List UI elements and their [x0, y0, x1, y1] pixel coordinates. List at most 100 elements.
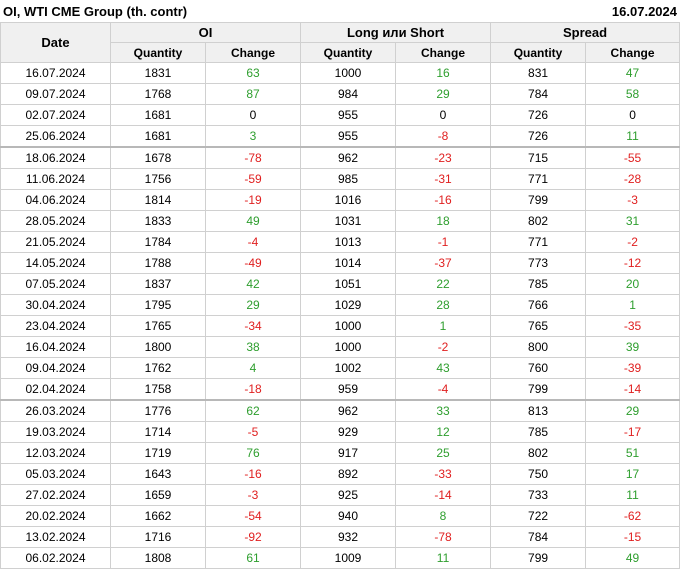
quantity-cell: 1768 — [110, 83, 206, 105]
change-cell: 20 — [585, 273, 680, 295]
quantity-cell: 799 — [490, 378, 587, 401]
quantity-cell: 785 — [490, 273, 587, 295]
change-cell: -18 — [204, 378, 302, 401]
change-cell: -5 — [204, 421, 302, 443]
change-cell: 61 — [204, 547, 302, 569]
change-cell: -19 — [204, 189, 302, 211]
date-cell: 07.05.2024 — [0, 273, 111, 295]
quantity-cell: 1678 — [110, 146, 206, 169]
quantity-cell: 766 — [490, 294, 587, 316]
table-row: 23.04.2024 1765 -34 1000 1 765 -35 — [0, 315, 680, 337]
table-row: 06.02.2024 1808 61 1009 11 799 49 — [0, 547, 680, 569]
title-bar: OI, WTI CME Group (th. contr) 16.07.2024 — [0, 0, 680, 22]
table-row: 16.04.2024 1800 38 1000 -2 800 39 — [0, 336, 680, 358]
quantity-cell: 917 — [300, 442, 397, 464]
quantity-cell: 1719 — [110, 442, 206, 464]
group-header: OI — [109, 22, 302, 43]
quantity-cell: 813 — [490, 399, 587, 422]
quantity-cell: 1681 — [110, 125, 206, 148]
table-body: 16.07.2024 1831 63 1000 16 831 47 09.07.2024 176… — [0, 62, 680, 569]
table-row: 11.06.2024 1756 -59 985 -31 771 -28 — [0, 168, 680, 190]
change-cell: -23 — [395, 146, 492, 169]
change-cell: 12 — [395, 421, 492, 443]
quantity-cell: 784 — [490, 526, 587, 548]
quantity-cell: 802 — [490, 442, 587, 464]
quantity-cell: 1814 — [110, 189, 206, 211]
change-cell: -4 — [395, 378, 492, 401]
table-row: 13.02.2024 1716 -92 932 -78 784 -15 — [0, 526, 680, 548]
date-cell: 04.06.2024 — [0, 189, 111, 211]
change-cell: 47 — [585, 62, 680, 84]
quantity-cell: 771 — [490, 168, 587, 190]
date-cell: 02.07.2024 — [0, 104, 111, 126]
change-cell: -8 — [395, 125, 492, 148]
date-cell: 02.04.2024 — [0, 378, 111, 401]
change-cell: 87 — [204, 83, 302, 105]
change-cell: 29 — [204, 294, 302, 316]
table-row: 14.05.2024 1788 -49 1014 -37 773 -12 — [0, 252, 680, 274]
change-cell: 0 — [585, 104, 680, 126]
column-header: Change — [585, 42, 680, 63]
quantity-cell: 962 — [300, 146, 397, 169]
change-cell: 22 — [395, 273, 492, 295]
date-cell: 09.07.2024 — [0, 83, 111, 105]
table-row: 16.07.2024 1831 63 1000 16 831 47 — [0, 62, 680, 84]
quantity-cell: 1009 — [300, 547, 397, 569]
date-header: Date — [0, 22, 111, 63]
change-cell: 43 — [395, 357, 492, 379]
quantity-cell: 955 — [300, 104, 397, 126]
quantity-cell: 785 — [490, 421, 587, 443]
table-row: 09.04.2024 1762 4 1002 43 760 -39 — [0, 357, 680, 379]
quantity-cell: 932 — [300, 526, 397, 548]
quantity-cell: 733 — [490, 484, 587, 506]
quantity-cell: 1000 — [300, 336, 397, 358]
table-row: 26.03.2024 1776 62 962 33 813 29 — [0, 399, 680, 422]
table-row: 02.07.2024 1681 0 955 0 726 0 — [0, 104, 680, 126]
date-cell: 26.03.2024 — [0, 399, 111, 422]
quantity-cell: 959 — [300, 378, 397, 401]
quantity-cell: 715 — [490, 146, 587, 169]
change-cell: -16 — [204, 463, 302, 485]
date-cell: 16.07.2024 — [0, 62, 111, 84]
quantity-cell: 1784 — [110, 231, 206, 253]
title: OI, WTI CME Group (th. contr) — [3, 3, 188, 19]
date-cell: 12.03.2024 — [0, 442, 111, 464]
quantity-cell: 750 — [490, 463, 587, 485]
quantity-cell: 1014 — [300, 252, 397, 274]
table-row: 07.05.2024 1837 42 1051 22 785 20 — [0, 273, 680, 295]
table-row: 20.02.2024 1662 -54 940 8 722 -62 — [0, 505, 680, 527]
table-row: 09.07.2024 1768 87 984 29 784 58 — [0, 83, 680, 105]
change-cell: -17 — [585, 421, 680, 443]
quantity-cell: 1681 — [110, 104, 206, 126]
change-cell: 1 — [395, 315, 492, 337]
change-cell: -49 — [204, 252, 302, 274]
quantity-cell: 771 — [490, 231, 587, 253]
change-cell: 3 — [204, 125, 302, 148]
column-header: Change — [395, 42, 492, 63]
quantity-cell: 925 — [300, 484, 397, 506]
date-cell: 23.04.2024 — [0, 315, 111, 337]
quantity-cell: 1795 — [110, 294, 206, 316]
change-cell: 49 — [585, 547, 680, 569]
change-cell: 11 — [395, 547, 492, 569]
change-cell: -14 — [395, 484, 492, 506]
change-cell: 62 — [204, 399, 302, 422]
quantity-cell: 1659 — [110, 484, 206, 506]
table-row: 28.05.2024 1833 49 1031 18 802 31 — [0, 210, 680, 232]
data-table: Date OI Long или Short Spread Quantity Chang… — [0, 22, 680, 569]
change-cell: 8 — [395, 505, 492, 527]
change-cell: 0 — [204, 104, 302, 126]
quantity-cell: 1800 — [110, 336, 206, 358]
table-row: 25.06.2024 1681 3 955 -8 726 11 — [0, 125, 680, 148]
table-head: Date OI Long или Short Spread Quantity Chang… — [0, 22, 680, 63]
change-cell: 29 — [585, 399, 680, 422]
quantity-cell: 1000 — [300, 62, 397, 84]
quantity-cell: 1031 — [300, 210, 397, 232]
change-cell: -59 — [204, 168, 302, 190]
date-cell: 28.05.2024 — [0, 210, 111, 232]
change-cell: 11 — [585, 484, 680, 506]
column-header: Quantity — [490, 42, 587, 63]
quantity-cell: 1765 — [110, 315, 206, 337]
group-header: Spread — [490, 22, 680, 43]
